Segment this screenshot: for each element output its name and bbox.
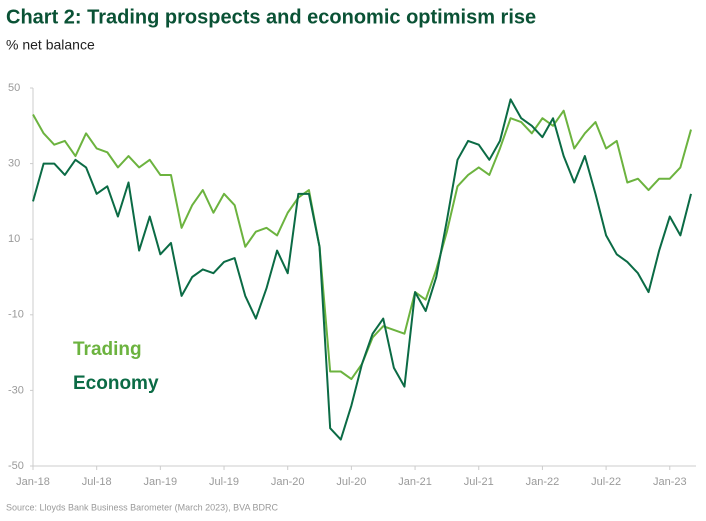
x-tick-label: Jul-21 bbox=[464, 476, 494, 488]
y-tick-label: -50 bbox=[8, 460, 24, 472]
x-tick-label: Jul-19 bbox=[209, 476, 239, 488]
x-tick-label: Jul-18 bbox=[82, 476, 112, 488]
x-tick-label: Jan-18 bbox=[16, 476, 50, 488]
chart-title: Chart 2: Trading prospects and economic … bbox=[6, 6, 536, 28]
x-tick-label: Jan-23 bbox=[653, 476, 687, 488]
x-tick-label: Jul-20 bbox=[336, 476, 366, 488]
x-tick-label: Jan-20 bbox=[271, 476, 305, 488]
y-tick-label: -30 bbox=[8, 384, 24, 396]
x-tick-label: Jul-22 bbox=[591, 476, 621, 488]
y-tick-label: 10 bbox=[8, 233, 20, 245]
y-tick-label: -10 bbox=[8, 309, 24, 321]
legend-entry: Trading bbox=[73, 339, 142, 360]
y-tick-label: 30 bbox=[8, 158, 20, 170]
chart-subtitle: % net balance bbox=[6, 37, 95, 53]
x-tick-label: Jan-22 bbox=[526, 476, 560, 488]
x-tick-label: Jan-19 bbox=[144, 476, 178, 488]
line bbox=[32, 98, 692, 441]
legend-entry: Economy bbox=[73, 373, 159, 394]
source: Source: Lloyds Bank Business Barometer (… bbox=[6, 502, 278, 512]
x-tick-label: Jan-21 bbox=[398, 476, 432, 488]
y-tick-label: 50 bbox=[8, 82, 20, 94]
